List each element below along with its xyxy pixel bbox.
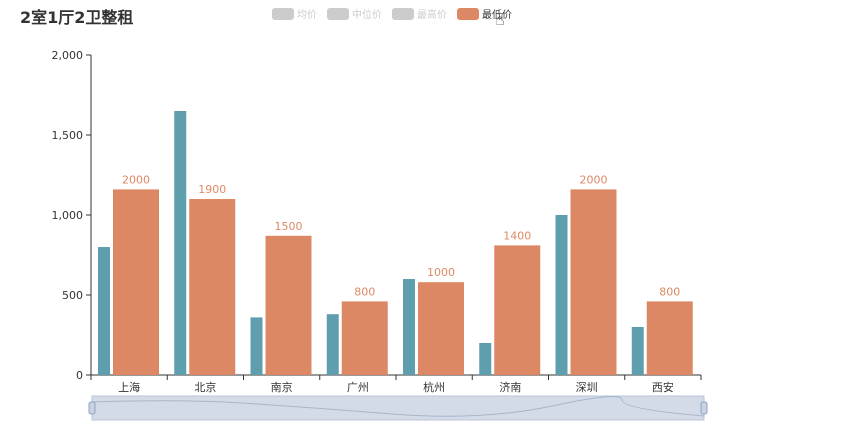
bar-data-label: 1000 [427, 266, 455, 279]
y-tick-label: 1,500 [52, 129, 84, 142]
bar-series-2 [646, 301, 693, 375]
legend-item-max[interactable]: 最高价 [392, 6, 447, 21]
x-tick-label: 济南 [499, 380, 521, 394]
bar-series-2 [113, 189, 159, 375]
bar-data-label: 1900 [198, 183, 226, 196]
legend-label-max: 最高价 [417, 10, 447, 21]
bar-series-1 [250, 317, 263, 375]
bar-series-2 [189, 199, 236, 375]
legend-swatch-max [392, 7, 414, 20]
datazoom-left-handle [88, 401, 96, 415]
bar-series-1 [174, 111, 187, 375]
bar-data-label: 1400 [503, 229, 531, 242]
bar-series-2 [418, 282, 464, 375]
datazoom-background [91, 395, 705, 421]
legend: 均价 中位价 最高价 最低价 [272, 6, 512, 21]
x-tick-label: 北京 [194, 380, 216, 394]
bar-data-label: 800 [354, 285, 375, 298]
x-tick-label: 深圳 [576, 381, 598, 394]
bar-data-label: 800 [659, 285, 680, 298]
bar-series-2 [341, 301, 388, 375]
bar-series-2 [570, 189, 617, 375]
chart-title: 2室1厅2卫整租 [20, 8, 134, 27]
bar-series-1 [555, 215, 568, 375]
bar-series-2 [494, 245, 541, 375]
bar-data-label: 2000 [580, 173, 608, 186]
bar-series-1 [631, 327, 644, 375]
datazoom-right-handle [700, 401, 708, 415]
x-tick-label: 广州 [347, 381, 369, 394]
bar-series-2 [265, 235, 312, 375]
bar-series-1 [403, 279, 415, 375]
y-tick-label: 2,000 [52, 49, 84, 62]
x-tick-label: 西安 [652, 380, 674, 394]
x-tick-label: 上海 [118, 380, 140, 394]
chart-axes: 0 500 1,000 1,500 2,000 上海 北京 南京 广州 杭州 济南 深圳 西安 [52, 49, 702, 394]
y-tick-label: 1,000 [52, 209, 84, 222]
legend-swatch-avg [272, 7, 294, 20]
legend-item-avg[interactable]: 均价 [272, 6, 317, 21]
legend-label-median: 中位价 [352, 10, 382, 21]
hand-pointer-icon: ☝ [495, 10, 505, 29]
bar-data-label: 1500 [275, 220, 303, 233]
datazoom-slider[interactable] [88, 395, 708, 421]
x-tick-label: 南京 [271, 380, 293, 394]
legend-item-min[interactable]: 最低价 [457, 6, 512, 21]
y-tick-label: 0 [76, 369, 83, 382]
bar-data-label: 2000 [122, 173, 150, 186]
legend-label-avg: 均价 [297, 10, 317, 21]
chart-bars: 2000 1900 1500 800 1000 1400 2000 800 [98, 111, 693, 375]
legend-swatch-min [457, 7, 479, 20]
bar-series-1 [326, 314, 339, 375]
x-tick-label: 杭州 [423, 380, 445, 394]
bar-series-1 [98, 247, 110, 375]
bar-series-1 [479, 343, 492, 375]
datazoom-shadow-line [91, 396, 705, 417]
legend-item-median[interactable]: 中位价 [327, 6, 382, 21]
legend-swatch-median [327, 7, 349, 20]
legend-label-min: 最低价 [482, 10, 512, 21]
y-tick-label: 500 [62, 289, 83, 302]
